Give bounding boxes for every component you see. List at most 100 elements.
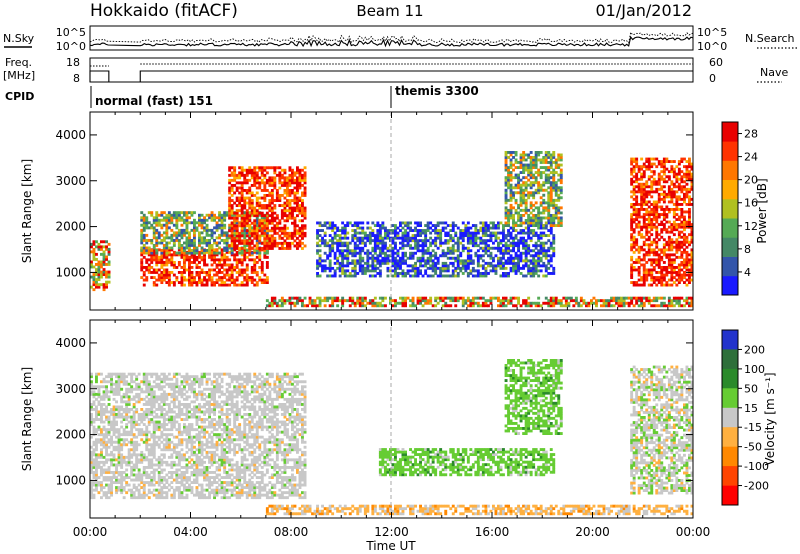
power-cell: [273, 199, 277, 202]
power-cell: [662, 208, 666, 211]
velocity-cell: [105, 496, 108, 500]
power-cell: [411, 264, 415, 268]
power-cell: [409, 229, 412, 232]
power-cell: [642, 283, 646, 287]
power-cell: [394, 261, 397, 265]
power-cell: [529, 173, 533, 177]
power-cell: [265, 216, 269, 220]
power-cell: [657, 248, 661, 252]
power-cell: [439, 296, 443, 300]
power-cell: [662, 200, 666, 204]
power-cell: [328, 274, 332, 278]
velocity-cell: [102, 397, 106, 401]
power-cell: [208, 273, 211, 277]
power-cell: [218, 226, 221, 230]
power-cell: [660, 177, 664, 181]
power-cell: [688, 190, 691, 194]
velocity-cell: [105, 468, 108, 472]
power-cell: [142, 216, 146, 220]
velocity-cell: [92, 403, 96, 406]
power-cell: [389, 244, 392, 248]
power-cell: [220, 228, 224, 232]
power-cell: [346, 246, 350, 250]
power-cell: [213, 283, 216, 287]
power-cell: [283, 224, 287, 228]
power-cell: [265, 204, 269, 207]
power-cell: [456, 236, 460, 240]
power-cell: [172, 223, 176, 227]
power-cell: [690, 255, 694, 259]
power-cell: [361, 301, 365, 305]
power-cell: [615, 301, 618, 305]
power-cell: [102, 288, 106, 292]
power-cell: [637, 278, 641, 282]
power-cell: [177, 228, 181, 232]
power-cell: [647, 283, 651, 287]
power-cell: [175, 236, 179, 240]
velocity-cell: [102, 435, 106, 439]
power-cell: [270, 239, 274, 243]
power-cell: [273, 236, 277, 240]
power-cell: [522, 171, 526, 174]
power-cell: [464, 234, 468, 237]
power-cell: [492, 296, 495, 300]
power-cell: [557, 299, 561, 303]
power-cell: [537, 236, 541, 240]
power-cell: [321, 299, 324, 303]
power-cell: [406, 296, 410, 300]
power-cell: [660, 250, 664, 254]
power-cell: [353, 269, 357, 273]
power-cell: [547, 193, 551, 197]
power-cell: [424, 251, 428, 255]
power-cell: [670, 273, 674, 277]
power-cell: [235, 266, 239, 269]
power-cell: [243, 199, 247, 202]
power-cell: [253, 168, 257, 172]
power-cell: [542, 226, 546, 230]
power-cell: [534, 272, 538, 275]
power-cell: [419, 249, 422, 253]
power-cell: [675, 203, 679, 206]
power-cell: [288, 199, 292, 202]
power-cell: [303, 211, 307, 215]
velocity-cell: [90, 463, 93, 467]
power-cell: [424, 301, 428, 305]
power-cell: [660, 170, 664, 174]
power-cell: [238, 258, 242, 262]
power-cell: [378, 236, 382, 240]
power-cell: [230, 224, 234, 228]
power-cell: [667, 170, 671, 174]
power-cell: [321, 229, 324, 232]
power-cell: [373, 249, 377, 253]
power-cell: [507, 219, 510, 222]
power-cell: [213, 213, 216, 217]
power-cell: [439, 229, 443, 232]
power-cell: [92, 275, 96, 279]
power-cell: [542, 241, 546, 245]
power-cell: [265, 244, 269, 248]
power-cell: [512, 163, 515, 167]
power-cell: [363, 244, 367, 248]
power-cell: [401, 274, 405, 278]
power-cell: [162, 271, 166, 274]
velocity-cell: [100, 468, 103, 472]
power-cell: [245, 266, 249, 269]
power-cell: [559, 301, 563, 305]
power-cell: [539, 241, 543, 245]
power-cell: [255, 171, 259, 175]
power-cell: [632, 175, 636, 179]
power-cell: [471, 224, 475, 227]
power-cell: [688, 175, 691, 179]
power-cell: [657, 281, 661, 284]
power-cell: [373, 264, 377, 268]
power-cell: [492, 231, 495, 235]
power-cell: [223, 253, 227, 257]
power-cell: [265, 211, 269, 215]
power-cell: [504, 151, 508, 154]
power-cell: [323, 241, 327, 245]
power-cell: [514, 173, 518, 177]
power-cell: [157, 255, 161, 259]
power-cell: [270, 301, 274, 305]
power-cell: [318, 274, 322, 278]
power-cell: [517, 219, 520, 222]
